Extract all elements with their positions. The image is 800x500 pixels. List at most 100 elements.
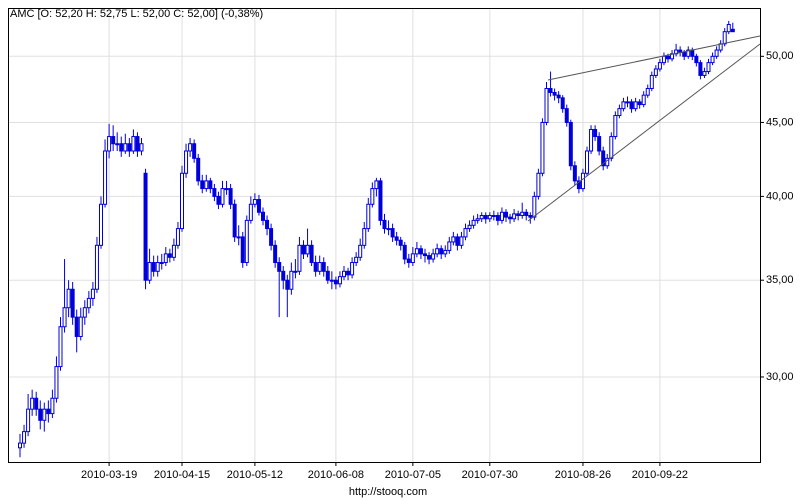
candle-body [589, 128, 594, 152]
candle-body [386, 228, 391, 231]
candle-body [143, 172, 148, 281]
candles [18, 20, 735, 458]
candle-body [50, 397, 55, 415]
candle-body [46, 408, 51, 415]
candle-body [609, 136, 614, 159]
candle-body [317, 262, 322, 272]
candle-body [528, 215, 533, 218]
candle-body [175, 228, 180, 246]
candle-body [256, 199, 261, 213]
candle-body [516, 213, 521, 217]
candle-body [135, 136, 140, 152]
candle-body [548, 88, 553, 93]
candle-body [358, 244, 363, 258]
candle-body [613, 115, 618, 138]
candle-body [309, 244, 314, 264]
candle-body [491, 215, 496, 218]
candle-body [337, 276, 342, 285]
candle-body [34, 397, 39, 410]
candle-body [625, 101, 630, 104]
candle-body [236, 236, 241, 239]
candle-body [139, 143, 144, 152]
candle-body [277, 262, 282, 272]
candle-body [248, 203, 253, 221]
candle-body [131, 136, 136, 152]
candle-body [99, 203, 103, 246]
candle-body [86, 297, 91, 309]
candle-body [686, 49, 691, 57]
candle-body [617, 108, 622, 117]
grid [8, 8, 760, 462]
x-tick-label: 2010-05-12 [227, 469, 283, 481]
candle-body [378, 180, 383, 221]
candle-body [406, 258, 411, 264]
candle-body [82, 307, 87, 318]
candle-body [427, 255, 432, 260]
candle-body [532, 195, 537, 218]
source-label: http://stooq.com [349, 486, 427, 498]
candle-body [329, 279, 334, 282]
candle-body [30, 397, 35, 410]
candle-body [666, 55, 670, 60]
candle-body [163, 253, 168, 264]
candle-body [649, 74, 654, 90]
candle-body [694, 55, 699, 64]
candle-body [313, 262, 318, 272]
candle-body [621, 101, 626, 110]
candle-body [119, 143, 124, 152]
candle-body [273, 244, 278, 264]
candle-body [115, 143, 120, 146]
candle-body [722, 31, 727, 45]
x-tick-label: 2010-09-22 [632, 469, 688, 481]
chart-title: AMC [O: 52,20 H: 52,75 L: 52,00 C: 52,00… [10, 8, 263, 20]
candle-body [184, 150, 189, 174]
candle-body [471, 219, 476, 226]
candle-body [127, 143, 132, 152]
candle-body [38, 408, 43, 421]
candle-body [204, 180, 209, 190]
candle-body [641, 94, 646, 106]
candle-body [111, 136, 116, 145]
x-tick-label: 2010-03-19 [81, 469, 137, 481]
candle-body [495, 215, 500, 221]
candle-body [70, 288, 75, 318]
candle-body [390, 228, 395, 238]
candle-body [22, 431, 27, 444]
candle-body [431, 253, 436, 260]
candle-body [269, 228, 274, 246]
candle-body [512, 213, 517, 220]
candle-body [463, 228, 468, 238]
x-tick-label: 2010-07-05 [385, 469, 441, 481]
candle-body [690, 49, 695, 57]
candle-body [601, 150, 606, 167]
candle-body [159, 262, 164, 265]
candle-body [398, 239, 403, 246]
axis-labels: 30,00 35,00 40,00 45,00 50,00 2010-03-19 2010-… [81, 50, 794, 481]
candle-body [26, 408, 31, 433]
candle-body [54, 366, 59, 399]
candle-body [459, 236, 464, 246]
candle-body [216, 195, 221, 205]
candle-body [103, 150, 108, 205]
candle-body [285, 279, 290, 290]
x-tick-label: 2010-06-08 [308, 469, 364, 481]
candle-body [147, 262, 152, 281]
candle-body [637, 101, 642, 106]
candle-body [544, 88, 549, 123]
candle-body [572, 165, 577, 182]
candle-body [107, 136, 112, 152]
trend-line [527, 43, 761, 222]
candle-body [18, 442, 22, 449]
candle-body [293, 270, 298, 273]
candle-body [487, 215, 492, 220]
candle-body [90, 288, 95, 299]
candle-body [342, 270, 346, 278]
candle-body [224, 188, 229, 191]
candle-body [475, 218, 480, 221]
candle-body [261, 211, 265, 221]
candle-body [265, 219, 270, 230]
candle-body [560, 97, 565, 110]
y-tick-label: 45,00 [766, 116, 794, 128]
